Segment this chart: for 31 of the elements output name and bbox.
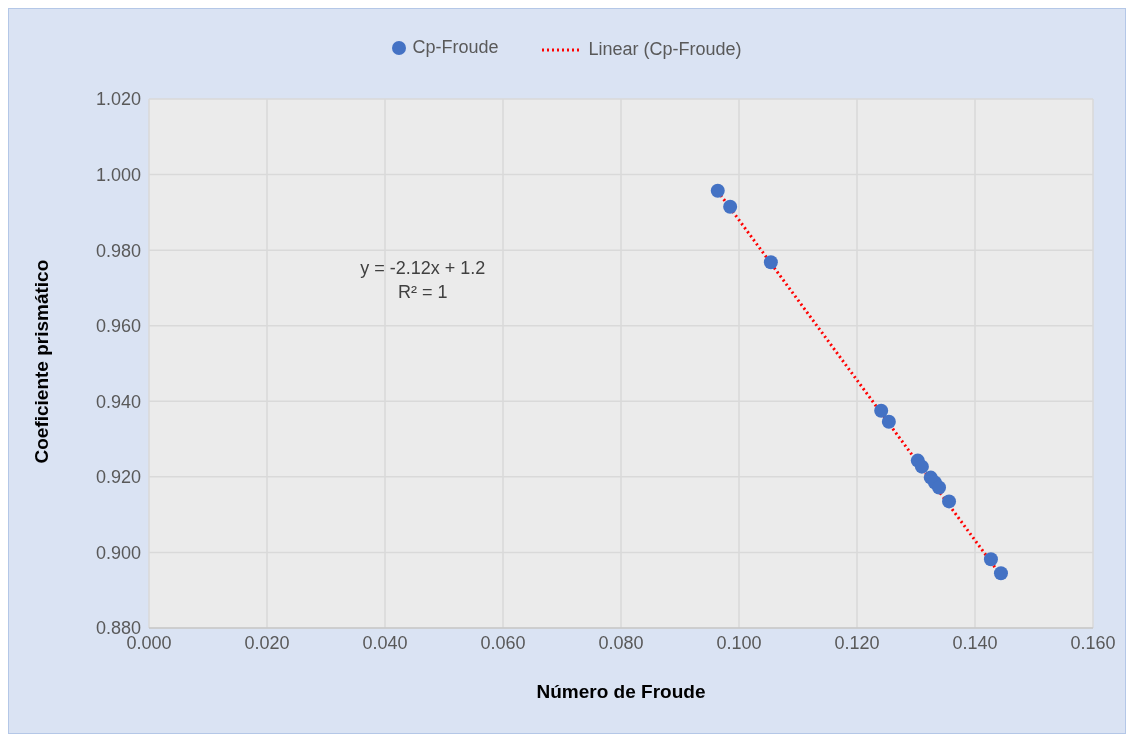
point [881,414,896,429]
legend-label: Linear (Cp-Froude) [588,39,742,60]
point [993,566,1008,581]
x-tick-label: 0.120 [834,632,880,653]
y-tick-label: 0.920 [95,467,141,488]
x-tick-label: 0.080 [598,632,644,653]
y-tick-label: 0.940 [95,391,141,412]
point [983,552,998,567]
legend-label: Cp-Froude [412,37,499,58]
point [914,459,929,474]
point [710,183,725,198]
x-tick-label: 0.020 [244,632,290,653]
y-axis-title: Coeficiente prismático [30,259,52,464]
point [763,255,778,270]
x-tick-label: 0.040 [362,632,408,653]
annotation: R² = 1 [397,281,448,303]
point [723,199,738,214]
x-tick-label: 0.060 [480,632,526,653]
point [932,480,947,495]
x-axis-title: Número de Froude [536,681,706,702]
point [942,494,957,509]
y-tick-label: 1.000 [95,164,141,185]
x-tick-label: 0.160 [1070,632,1116,653]
x-tick-label: 0.100 [716,632,762,653]
y-tick-label: 0.980 [95,240,141,261]
point [874,403,889,418]
y-tick-label: 0.960 [95,316,141,337]
x-tick-label: 0.140 [952,632,998,653]
y-tick-label: 0.900 [95,542,141,563]
y-tick-label: 1.020 [95,89,141,110]
annotation: y = -2.12x + 1.2 [360,257,486,279]
